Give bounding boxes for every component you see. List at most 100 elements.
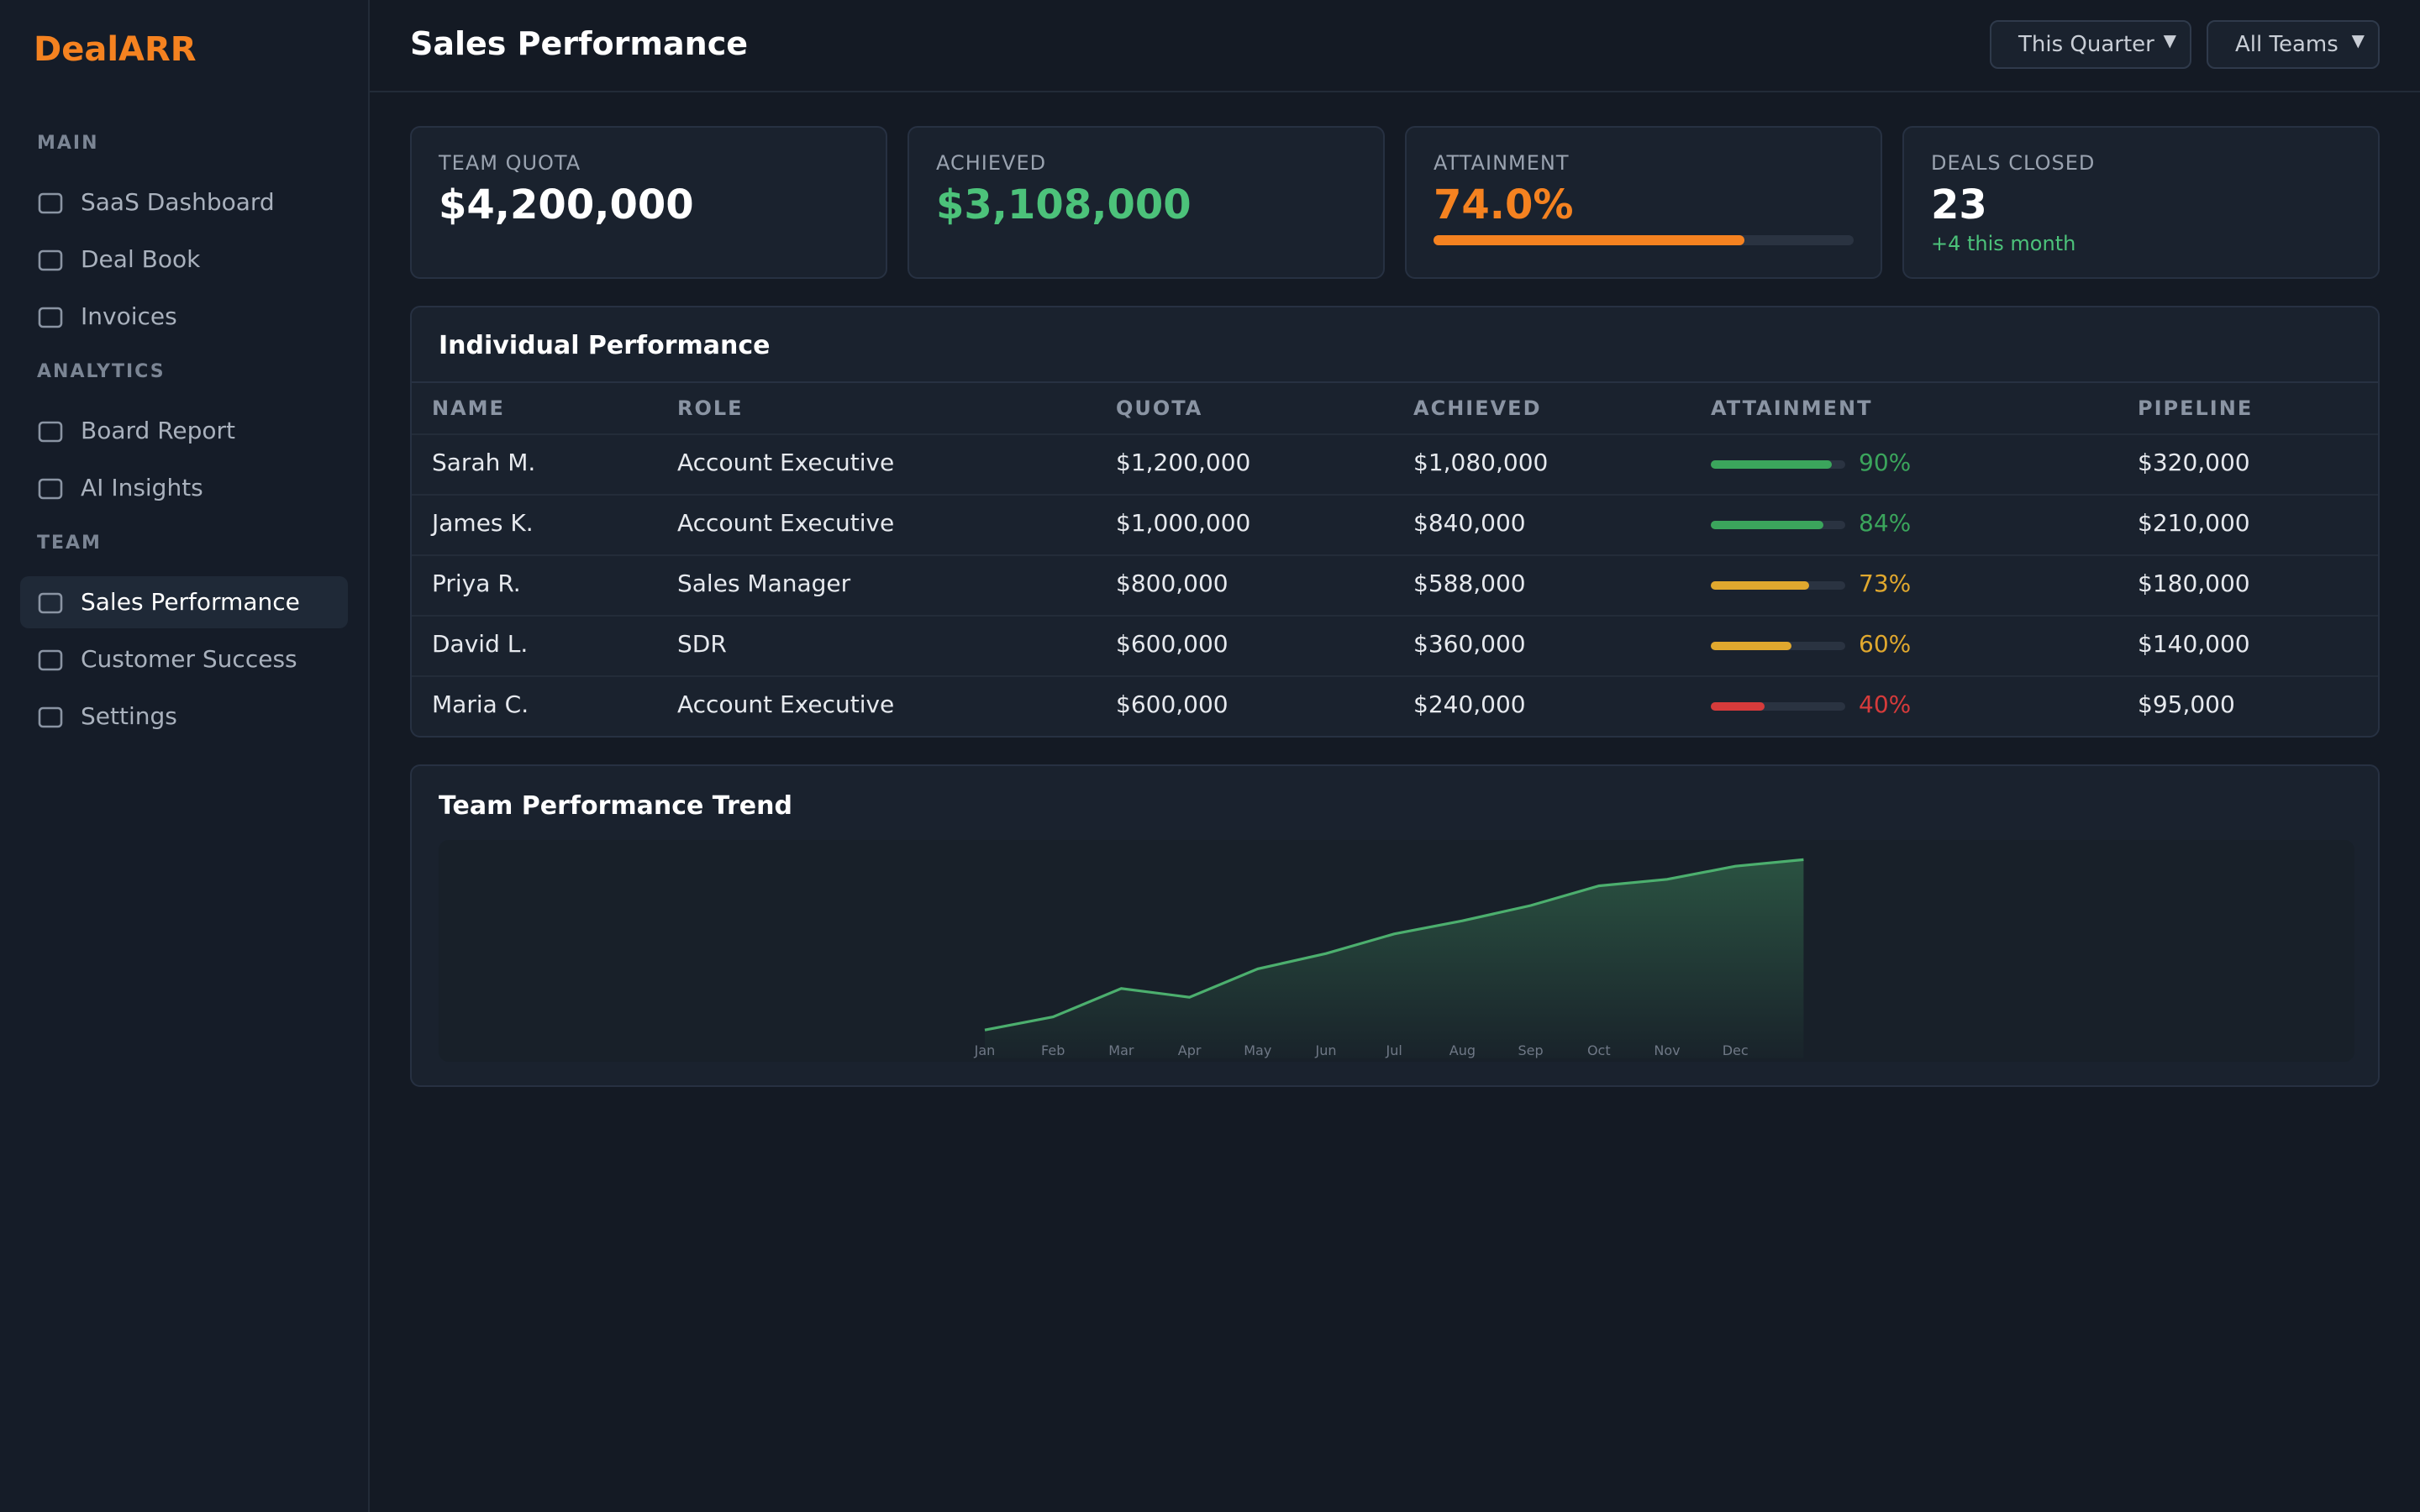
- attainment-track: [1711, 521, 1845, 529]
- nav-icon-wrap: [37, 647, 64, 674]
- x-tick-label: Sep: [1518, 1042, 1544, 1058]
- kpi-label: TEAM QUOTA: [439, 151, 581, 175]
- x-tick-label: Dec: [1723, 1042, 1749, 1058]
- page-title: Sales Performance: [410, 25, 748, 62]
- cell: $140,000: [2138, 630, 2250, 658]
- row-divider: [412, 554, 2378, 556]
- x-tick-label: Jan: [974, 1042, 996, 1058]
- progress-track: [1434, 235, 1854, 245]
- nav-section-title: TEAM: [37, 533, 102, 554]
- nav-icon-wrap: [37, 304, 64, 331]
- attainment-track: [1711, 642, 1845, 650]
- column-header: NAME: [432, 396, 505, 420]
- kpi-value: 23: [1931, 181, 1987, 228]
- attainment-track: [1711, 581, 1845, 590]
- kpi-card: DEALS CLOSED 23 +4 this month: [1902, 126, 2380, 279]
- filter-team[interactable]: All Teams ▼: [2207, 20, 2380, 69]
- cell: $210,000: [2138, 509, 2250, 537]
- attainment-bar: [1711, 702, 1765, 711]
- attainment-label: 84%: [1859, 509, 1912, 537]
- cell: $1,080,000: [1413, 449, 1549, 476]
- nav-icon: [38, 192, 63, 214]
- nav-item[interactable]: SaaS Dashboard: [20, 176, 348, 228]
- kpi-card: TEAM QUOTA $4,200,000: [410, 126, 887, 279]
- nav-icon: [38, 249, 63, 271]
- cell: $360,000: [1413, 630, 1526, 658]
- kpi-label: ATTAINMENT: [1434, 151, 1570, 175]
- attainment-bar: [1711, 581, 1809, 590]
- nav-icon-wrap: [37, 590, 64, 617]
- x-tick-label: May: [1244, 1042, 1271, 1058]
- nav-icon-wrap: [37, 247, 64, 274]
- nav-item[interactable]: Sales Performance: [20, 576, 348, 628]
- x-tick-label: Jul: [1386, 1042, 1402, 1058]
- nav-label: Board Report: [81, 417, 236, 444]
- attainment-track: [1711, 460, 1845, 469]
- chart-card: Team Performance Trend Jan Feb Mar Apr May Ju…: [410, 764, 2380, 1087]
- attainment-label: 40%: [1859, 690, 1912, 718]
- nav-item[interactable]: Board Report: [20, 405, 348, 457]
- attainment-bar: [1711, 642, 1791, 650]
- nav-item[interactable]: Settings: [20, 690, 348, 743]
- nav-icon: [38, 706, 63, 728]
- attainment-bar: [1711, 521, 1824, 529]
- header-divider: [370, 91, 2420, 92]
- nav-icon-wrap: [37, 418, 64, 445]
- nav-item[interactable]: AI Insights: [20, 462, 348, 514]
- filter-period[interactable]: This Quarter ▼: [1990, 20, 2191, 69]
- nav-icon: [38, 307, 63, 328]
- attainment-label: 60%: [1859, 630, 1912, 658]
- x-tick-label: Feb: [1041, 1042, 1065, 1058]
- cell: $1,200,000: [1116, 449, 1251, 476]
- kpi-note: +4 this month: [1931, 232, 2076, 255]
- cell: $95,000: [2138, 690, 2235, 718]
- nav-label: Invoices: [81, 302, 177, 330]
- x-tick-label: Jun: [1315, 1042, 1337, 1058]
- chevron: ▼: [2163, 30, 2176, 50]
- filter-label: All Teams: [2235, 32, 2338, 57]
- nav-item[interactable]: Customer Success: [20, 633, 348, 685]
- chart: Jan Feb Mar Apr May Jun Jul Aug Sep Oct Nov Dec: [439, 840, 2354, 1062]
- row-divider: [412, 494, 2378, 496]
- nav-item[interactable]: Invoices: [20, 291, 348, 343]
- line: [984, 858, 1804, 1032]
- cell: James K.: [432, 509, 534, 537]
- kpi-label: DEALS CLOSED: [1931, 151, 2096, 175]
- logo[interactable]: DealARR: [34, 30, 197, 69]
- cell: Maria C.: [432, 690, 529, 718]
- x-tick-label: Apr: [1178, 1042, 1202, 1058]
- cell: Account Executive: [677, 449, 895, 476]
- kpi-value: $4,200,000: [439, 181, 694, 228]
- column-header: PIPELINE: [2138, 396, 2254, 420]
- table-title: Individual Performance: [439, 331, 771, 360]
- area: [985, 859, 1804, 1058]
- attainment-label: 90%: [1859, 449, 1912, 476]
- nav-icon: [38, 478, 63, 500]
- cell: $800,000: [1116, 570, 1228, 597]
- sidebar: DealARR MAIN SaaS Dashboard Deal Book Invoi…: [0, 0, 370, 1512]
- nav-icon-wrap: [37, 190, 64, 217]
- kpi-label: ACHIEVED: [936, 151, 1047, 175]
- kpi-value: $3,108,000: [936, 181, 1192, 228]
- progress-bar: [1434, 235, 1744, 245]
- cell: $840,000: [1413, 509, 1526, 537]
- column-header: ROLE: [677, 396, 744, 420]
- nav-label: AI Insights: [81, 474, 203, 501]
- nav-section-title: ANALYTICS: [37, 361, 166, 382]
- row-divider: [412, 615, 2378, 617]
- attainment-label: 73%: [1859, 570, 1912, 597]
- cell: $320,000: [2138, 449, 2250, 476]
- table-divider: [412, 381, 2378, 383]
- nav-label: SaaS Dashboard: [81, 188, 275, 216]
- x-tick-label: Nov: [1654, 1042, 1680, 1058]
- nav-icon-wrap: [37, 704, 64, 731]
- column-header: ATTAINMENT: [1711, 396, 1873, 420]
- row-divider: [412, 675, 2378, 677]
- chart-title: Team Performance Trend: [439, 791, 792, 821]
- cell: Account Executive: [677, 690, 895, 718]
- nav-item[interactable]: Deal Book: [20, 234, 348, 286]
- cell: SDR: [677, 630, 727, 658]
- table-card: Individual Performance NAME ROLE QUOTA ACHI…: [410, 306, 2380, 738]
- cell: $600,000: [1116, 630, 1228, 658]
- kpi-value: 74.0%: [1434, 181, 1574, 228]
